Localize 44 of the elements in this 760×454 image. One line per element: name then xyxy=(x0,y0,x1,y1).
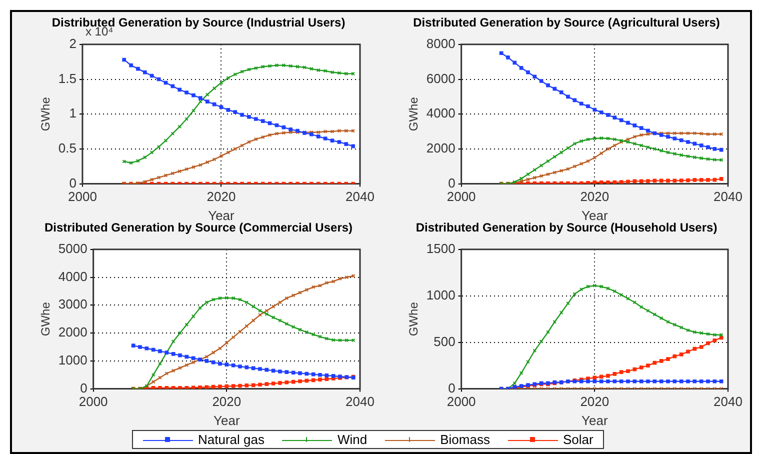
y-tick-label: 0 xyxy=(448,380,456,396)
y-tick-label: 0 xyxy=(80,380,88,396)
chart-title: Distributed Generation by Source (Agricultural Users) xyxy=(413,16,720,30)
x-axis-title: Year xyxy=(214,412,240,428)
y-tick-label: 6000 xyxy=(426,70,456,86)
y-tick-label: 2000 xyxy=(426,140,456,156)
y-tick-label: 1 xyxy=(69,106,76,121)
y-tick-label: 2 xyxy=(69,36,76,51)
y-tick-label: 0 xyxy=(448,175,456,190)
x-tick-label: 2000 xyxy=(78,394,108,410)
x-tick-label: 2040 xyxy=(714,189,742,204)
chart-title: Distributed Generation by Source (Commercial Users) xyxy=(44,220,353,235)
y-tick-label: 4000 xyxy=(426,106,456,121)
x-tick-label: 2040 xyxy=(346,394,374,410)
y-axis-title: GWhe xyxy=(406,302,421,336)
x-tick-label: 2020 xyxy=(580,394,610,410)
y-tick-label: 500 xyxy=(434,334,456,349)
y-tick-label: 0.5 xyxy=(58,140,76,156)
x-tick-label: 2020 xyxy=(580,189,610,204)
y-axis-title: GWhe xyxy=(406,96,421,132)
y-tick-label: 8000 xyxy=(426,36,456,51)
x-axis-title: Year xyxy=(582,208,608,223)
x-tick-label: 2040 xyxy=(346,189,374,204)
chart-title: Distributed Generation by Source (Household Users) xyxy=(416,220,718,235)
y-axis-title: GWhe xyxy=(38,96,53,132)
legend-label: Solar xyxy=(562,432,594,447)
x-axis-title: Year xyxy=(582,412,608,428)
x-tick-label: 2020 xyxy=(206,189,236,204)
y-tick-label: 1000 xyxy=(58,352,88,368)
legend-label: Biomass xyxy=(440,432,490,447)
y-tick-label: 1500 xyxy=(426,240,456,256)
y-tick-label: 0 xyxy=(69,175,76,190)
x-axis-title: Year xyxy=(208,208,236,223)
x-tick-label: 2020 xyxy=(212,394,242,410)
y-tick-label: 3000 xyxy=(58,296,88,312)
y-tick-label: 1.5 xyxy=(58,70,76,86)
y-tick-label: 4000 xyxy=(58,268,88,284)
y-axis-title: GWhe xyxy=(38,302,53,336)
legend-label: Wind xyxy=(337,432,368,447)
x-tick-label: 2040 xyxy=(714,394,742,410)
y-tick-label: 5000 xyxy=(58,240,88,256)
legend-label: Natural gas xyxy=(198,432,264,447)
y-tick-label: 2000 xyxy=(58,324,88,340)
y-tick-label: 1000 xyxy=(426,287,456,302)
